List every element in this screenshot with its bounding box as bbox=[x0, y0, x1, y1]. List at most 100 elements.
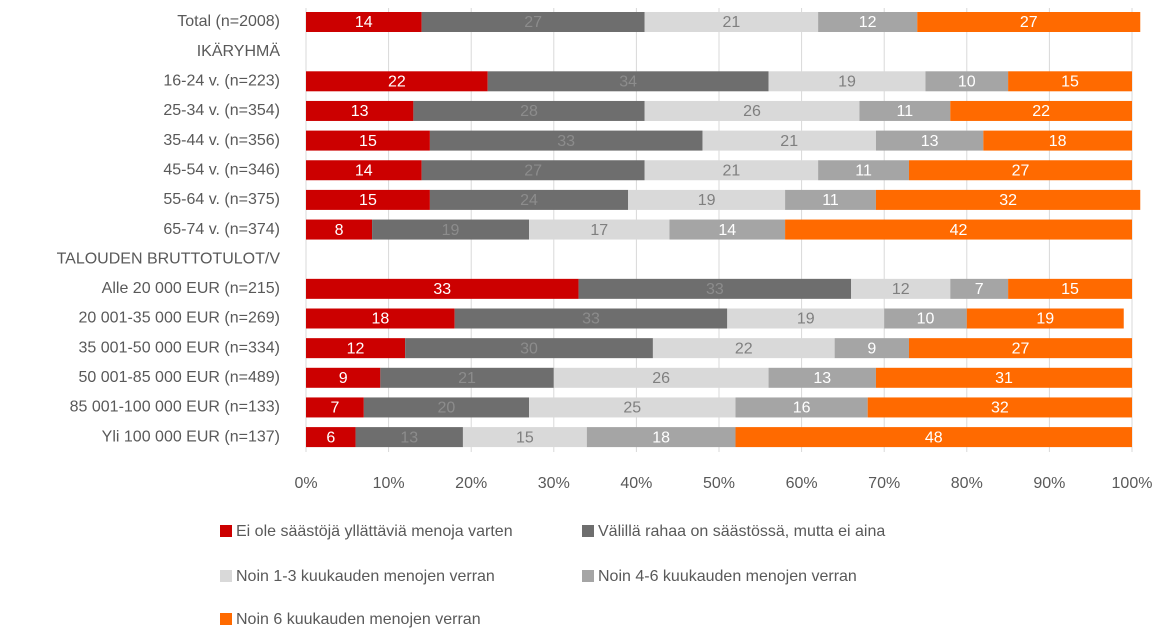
data-label: 19 bbox=[698, 192, 716, 209]
bar-segment bbox=[1008, 278, 1132, 299]
data-label: 12 bbox=[892, 281, 910, 298]
bar-segment bbox=[372, 219, 530, 240]
data-label: 19 bbox=[797, 311, 815, 328]
data-label: 10 bbox=[958, 74, 976, 91]
bar-segment bbox=[628, 189, 786, 210]
data-label: 12 bbox=[859, 14, 877, 31]
legend-label: Noin 1-3 kuukauden menojen verran bbox=[236, 568, 495, 585]
bar-segment bbox=[884, 308, 967, 329]
data-label: 30 bbox=[520, 340, 538, 357]
y-tick-label: 65-74 v. (n=374) bbox=[163, 221, 280, 238]
data-label: 16 bbox=[793, 400, 811, 417]
data-label: 15 bbox=[516, 429, 534, 446]
legend-swatch bbox=[220, 525, 232, 537]
bar-segment bbox=[462, 427, 587, 448]
data-label: 18 bbox=[371, 311, 389, 328]
bar-segment bbox=[529, 219, 670, 240]
bar-segment bbox=[306, 308, 455, 329]
bar-segment bbox=[768, 71, 926, 92]
y-tick-label: IKÄRYHMÄ bbox=[197, 42, 281, 60]
data-label: 27 bbox=[524, 14, 542, 31]
data-label: 15 bbox=[1061, 281, 1079, 298]
bar-segment bbox=[586, 427, 736, 448]
y-tick-label: 45-54 v. (n=346) bbox=[163, 161, 280, 178]
bar-segment bbox=[413, 100, 645, 121]
y-tick-label: 16-24 v. (n=223) bbox=[163, 73, 280, 90]
data-label: 20 bbox=[438, 400, 456, 417]
bar-segment bbox=[983, 130, 1132, 151]
x-tick-label: 60% bbox=[786, 475, 818, 492]
bar-segment bbox=[966, 308, 1124, 329]
bar-segment bbox=[306, 100, 414, 121]
bar-segment bbox=[851, 278, 951, 299]
x-tick-label: 70% bbox=[868, 475, 900, 492]
data-label: 22 bbox=[388, 74, 406, 91]
legend-label: Ei ole säästöjä yllättäviä menoja varten bbox=[236, 523, 513, 540]
bar-segment bbox=[908, 338, 1132, 359]
data-label: 11 bbox=[897, 103, 914, 120]
bar-segment bbox=[306, 367, 381, 388]
x-tick-label: 90% bbox=[1033, 475, 1065, 492]
x-tick-label: 0% bbox=[294, 475, 317, 492]
bar-segment bbox=[925, 71, 1009, 92]
x-tick-label: 80% bbox=[951, 475, 983, 492]
y-tick-label: Yli 100 000 EUR (n=137) bbox=[102, 428, 280, 445]
x-tick-label: 100% bbox=[1112, 475, 1153, 492]
data-label: 27 bbox=[1020, 14, 1038, 31]
bar-segment bbox=[644, 100, 860, 121]
data-label: 7 bbox=[975, 281, 984, 298]
data-label: 27 bbox=[1012, 340, 1030, 357]
y-tick-label: 20 001-35 000 EUR (n=269) bbox=[79, 310, 280, 327]
bar-segment bbox=[306, 130, 430, 151]
y-tick-label: 35 001-50 000 EUR (n=334) bbox=[79, 339, 280, 356]
bar-segment bbox=[421, 12, 645, 32]
bar-segment bbox=[859, 100, 951, 121]
data-label: 32 bbox=[991, 400, 1009, 417]
y-tick-label: 25-34 v. (n=354) bbox=[163, 102, 280, 119]
data-label: 6 bbox=[326, 429, 335, 446]
data-label: 22 bbox=[1032, 103, 1050, 120]
legend-label: Noin 4-6 kuukauden menojen verran bbox=[598, 568, 857, 585]
data-label: 21 bbox=[458, 370, 476, 387]
data-label: 11 bbox=[855, 162, 872, 179]
data-label: 33 bbox=[582, 311, 600, 328]
data-label: 26 bbox=[652, 370, 670, 387]
x-tick-label: 50% bbox=[703, 475, 735, 492]
data-label: 26 bbox=[743, 103, 761, 120]
bar-segment bbox=[306, 338, 406, 359]
data-label: 32 bbox=[999, 192, 1017, 209]
data-label: 9 bbox=[867, 340, 876, 357]
data-label: 21 bbox=[780, 133, 798, 150]
data-label: 48 bbox=[925, 429, 943, 446]
bar-segment bbox=[875, 189, 1141, 210]
data-label: 24 bbox=[520, 192, 538, 209]
bar-segment bbox=[950, 100, 1132, 121]
bar-segment bbox=[553, 367, 769, 388]
bar-segment bbox=[429, 130, 703, 151]
bar-segment bbox=[652, 338, 835, 359]
bar-segment bbox=[306, 397, 364, 418]
bar-segment bbox=[950, 278, 1009, 299]
bar-segment bbox=[917, 12, 1141, 32]
data-label: 27 bbox=[1012, 162, 1030, 179]
data-label: 13 bbox=[400, 429, 418, 446]
bar-segment bbox=[429, 189, 629, 210]
data-label: 19 bbox=[1036, 311, 1054, 328]
bar-segment bbox=[727, 308, 885, 329]
bar-segment bbox=[818, 160, 909, 181]
y-tick-label: 35-44 v. (n=356) bbox=[163, 132, 280, 149]
data-label: 27 bbox=[524, 162, 542, 179]
bar-segment bbox=[818, 12, 918, 32]
data-label: 15 bbox=[359, 133, 377, 150]
y-tick-label: TALOUDEN BRUTTOTULOT/V bbox=[57, 250, 281, 267]
data-label: 13 bbox=[351, 103, 369, 120]
bar-segment bbox=[421, 160, 645, 181]
bar-segment bbox=[735, 427, 1132, 448]
bar-segment bbox=[875, 130, 984, 151]
bar-segment bbox=[306, 12, 422, 32]
data-label: 31 bbox=[995, 370, 1013, 387]
data-label: 25 bbox=[623, 400, 641, 417]
x-tick-label: 20% bbox=[455, 475, 487, 492]
bar-segment bbox=[363, 397, 530, 418]
bar-segment bbox=[644, 160, 819, 181]
